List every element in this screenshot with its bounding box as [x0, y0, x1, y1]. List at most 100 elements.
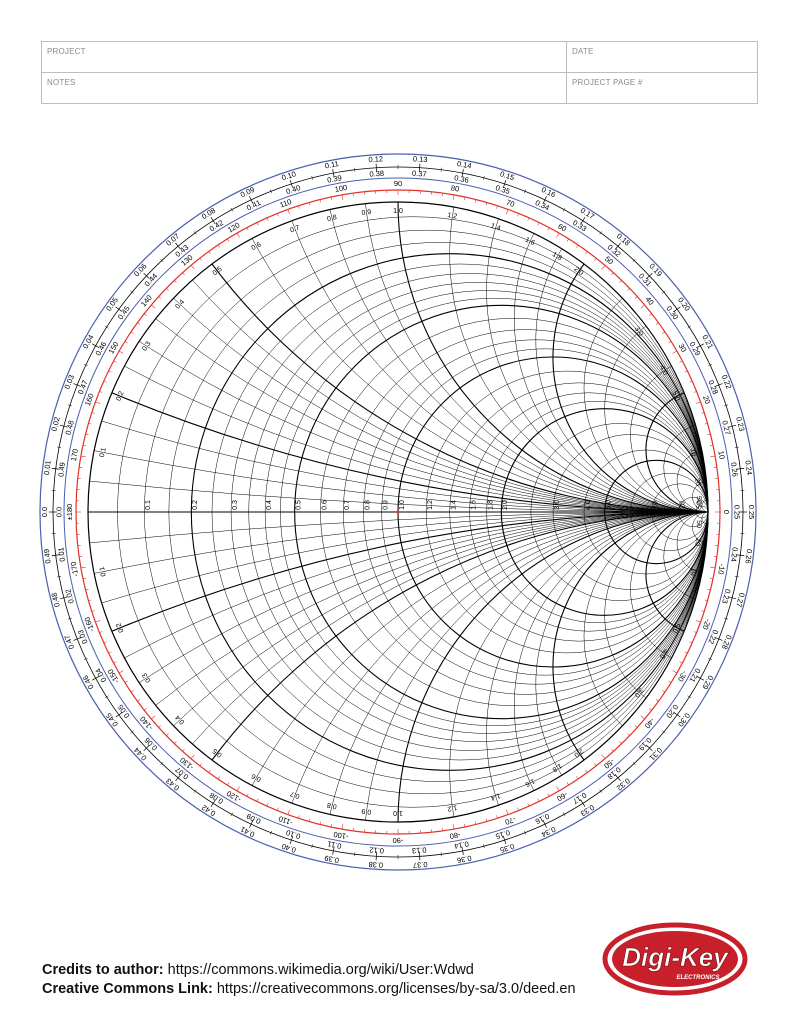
date-field[interactable]: DATE [567, 42, 757, 73]
scale-ring [63, 177, 733, 847]
project-page-field[interactable]: PROJECT PAGE # [567, 73, 757, 103]
wavelength-toward-load-label: 0.49 [56, 462, 67, 478]
angle-label: 10 [716, 450, 726, 460]
svg-text:Digi-Key: Digi-Key [622, 942, 729, 972]
reactance-label: 0.3 [141, 671, 152, 683]
angle-tick [701, 412, 705, 414]
reactance-arc [514, 511, 709, 791]
wavelength-toward-generator-label: 0.03 [62, 373, 76, 390]
wavelength-toward-generator-label: 0.49 [42, 548, 53, 564]
reactance-label: 1.6 [524, 236, 536, 247]
wavelength-minor-tick [632, 761, 636, 766]
angle-tick [330, 823, 332, 828]
angle-tick [91, 610, 95, 612]
angle-tick [88, 599, 92, 602]
angle-tick [166, 733, 169, 736]
wavelength-minor-tick [193, 789, 197, 793]
wavelength-toward-generator-label: 0.01 [42, 460, 53, 476]
wavelength-tick [728, 596, 737, 600]
resistance-label: 1.8 [487, 500, 494, 510]
wavelength-toward-load-label: 0.14 [454, 839, 470, 851]
angle-tick [236, 232, 240, 238]
reactance-label: 0.5 [212, 266, 224, 278]
wavelength-tick [714, 383, 723, 387]
wavelength-tick [210, 799, 216, 807]
wavelength-toward-generator-label: 0.40 [280, 842, 297, 855]
angle-tick [124, 680, 128, 683]
wavelength-minor-tick [440, 167, 442, 172]
angle-tick [619, 280, 622, 283]
angle-tick [82, 578, 87, 580]
credits-link[interactable]: https://commons.wikimedia.org/wiki/User:… [167, 962, 474, 978]
wavelength-toward-load-label: 0.38 [369, 169, 384, 179]
wavelength-toward-generator-label: 0.17 [579, 206, 596, 221]
wavelength-toward-load-label: 0.48 [63, 419, 75, 435]
cc-link[interactable]: https://creativecommons.org/licenses/by-… [216, 981, 576, 997]
resistance-label: 1.4 [451, 500, 458, 510]
reactance-arc [291, 511, 709, 804]
angle-tick [108, 651, 112, 654]
angle-tick [710, 566, 716, 569]
reactance-arc [676, 511, 709, 574]
wavelength-tick [736, 467, 745, 470]
reactance-arc [692, 480, 709, 513]
angle-tick [662, 690, 666, 693]
reactance-arc [486, 511, 709, 806]
angle-tick [527, 803, 530, 807]
wavelength-tick [615, 242, 621, 250]
wavelength-toward-generator-label: 0.26 [743, 548, 754, 564]
angle-tick [634, 725, 638, 728]
reactance-arc [645, 392, 709, 513]
wavelength-toward-load-label: 0.20 [664, 703, 680, 720]
wavelength-tick [375, 163, 377, 172]
wavelength-minor-tick [160, 258, 164, 263]
wavelength-minor-tick [230, 812, 233, 817]
angle-label: -150 [106, 668, 121, 686]
reactance-arc [173, 511, 709, 726]
angle-tick [537, 798, 540, 802]
reactance-label: 4.0 [658, 648, 669, 660]
angle-tick [611, 272, 614, 276]
angle-label: -70 [504, 815, 517, 827]
wavelength-minor-tick [57, 576, 62, 578]
angle-label: 140 [139, 293, 154, 308]
wavelength-tick [73, 637, 82, 641]
wavelength-toward-load-label: 0.01 [56, 547, 67, 563]
wavelength-tick [115, 306, 123, 312]
angle-tick [113, 661, 117, 664]
angle-tick [655, 699, 659, 702]
project-field[interactable]: PROJECT [42, 42, 567, 73]
angle-tick [537, 222, 540, 226]
angle-label: 90 [394, 179, 402, 188]
angle-tick [199, 763, 202, 766]
angle-label: 0 [722, 510, 731, 514]
wavelength-tick [461, 169, 464, 178]
angle-label: 170 [69, 448, 80, 462]
wavelength-tick [51, 554, 60, 557]
angle-tick [144, 313, 147, 316]
project-label: PROJECT [47, 47, 86, 56]
wavelength-toward-generator-label: 0.28 [720, 634, 734, 651]
wavelength-tick [143, 745, 150, 752]
notes-field[interactable]: NOTES [42, 73, 567, 103]
angle-tick [585, 251, 588, 255]
wavelength-toward-load-label: 0.13 [412, 845, 427, 855]
angle-tick [99, 631, 103, 633]
wavelength-minor-tick [193, 231, 197, 235]
angle-tick [151, 304, 156, 309]
reactance-arc [535, 248, 709, 513]
angle-tick [709, 578, 714, 580]
wavelength-tick [175, 774, 181, 782]
angle-tick [158, 725, 162, 728]
angle-tick [91, 412, 95, 414]
angle-label: 110 [278, 197, 292, 210]
resistance-label: 0.6 [321, 500, 328, 510]
angle-tick [319, 199, 322, 203]
angle-tick [547, 793, 550, 797]
wavelength-toward-generator-label: 0.0 [40, 507, 49, 517]
angle-tick [236, 786, 240, 792]
wavelength-tick [728, 424, 737, 428]
wavelength-toward-generator-label: 0.37 [413, 860, 428, 870]
wavelength-toward-load-label: 0.28 [706, 379, 720, 396]
wavelength-tick [92, 343, 100, 349]
